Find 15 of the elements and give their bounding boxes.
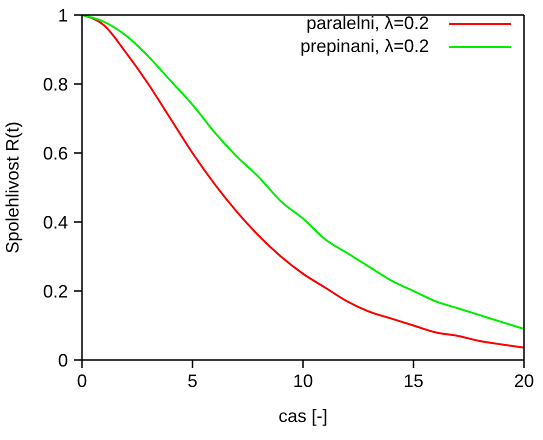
y-tick-label: 0 — [58, 350, 68, 370]
y-tick-label: 0.4 — [42, 212, 68, 232]
x-tick-label: 20 — [514, 370, 534, 391]
y-axis-title: Spolehlivost R(t) — [2, 121, 22, 254]
y-tick-label: 0.8 — [42, 74, 68, 94]
x-axis-title: cas [-] — [278, 406, 328, 426]
y-tick-label: 0.6 — [42, 143, 68, 164]
x-tick-label: 10 — [292, 370, 314, 391]
y-tick-label: 1 — [58, 5, 68, 26]
legend-label: prepinani, λ=0.2 — [300, 35, 429, 58]
legend-label: paralelni, λ=0.2 — [306, 12, 429, 35]
x-tick-label: 15 — [403, 370, 424, 391]
x-tick-label: 0 — [76, 370, 88, 391]
y-tick-label: 0.2 — [42, 281, 68, 302]
x-tick-label: 5 — [187, 370, 198, 391]
